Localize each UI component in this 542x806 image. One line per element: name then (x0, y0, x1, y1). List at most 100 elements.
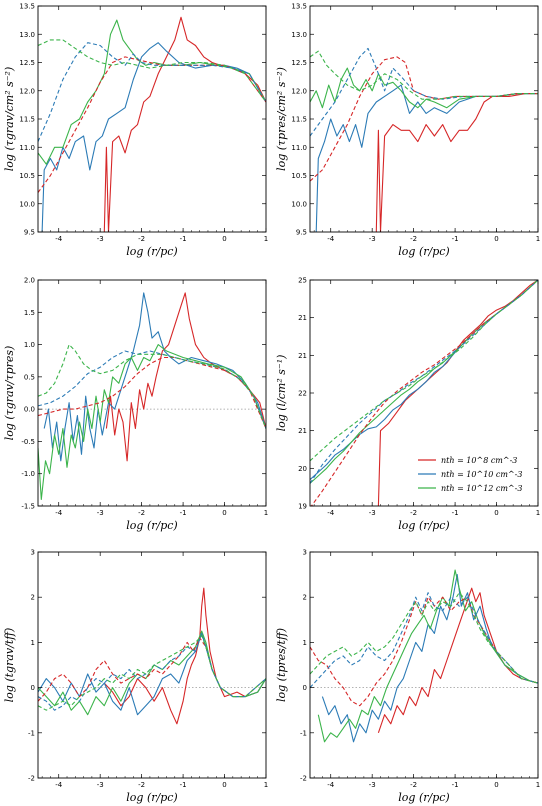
x-tick-label: -2 (138, 509, 145, 517)
series-line-green-solid (310, 280, 538, 484)
y-tick-label: 11.5 (19, 116, 35, 124)
x-tick-label: -4 (55, 509, 63, 517)
y-tick-label: -1.5 (21, 503, 35, 511)
panel-3: -4 -3 -2 -1 0 1 -1.5 -1.0 -0.5 0.0 0.5 1.0 1.5 2.0 log… (3, 277, 268, 533)
series-line-red-dashed (310, 280, 538, 506)
plot-frame (309, 551, 539, 779)
y-tick-label: 19 (298, 503, 307, 511)
x-tick-label: -1 (180, 781, 187, 789)
y-tick-label: 21 (298, 427, 307, 435)
y-tick-label: 11.5 (291, 116, 307, 124)
y-tick-label: 2 (303, 594, 307, 602)
x-axis-label: log (r/pc) (398, 519, 449, 532)
legend: nth = 10^8 cm^-3 nth = 10^10 cm^-3 nth = 1… (418, 456, 522, 493)
y-tick-label: -0.5 (21, 438, 35, 446)
series-line-blue-solid (321, 574, 538, 743)
legend-label: nth = 10^8 cm^-3 (441, 456, 517, 465)
series-line-blue-solid (315, 84, 538, 232)
x-tick-label: -1 (452, 235, 459, 243)
x-tick-label: 0 (222, 781, 226, 789)
series-line-red-solid (375, 93, 538, 232)
y-axis-label: log (l/cm² s⁻¹) (275, 355, 288, 432)
y-tick-label: -1 (300, 729, 307, 737)
series-line-green-solid (310, 67, 538, 109)
y-tick-label: 3 (31, 549, 35, 557)
series-line-green-dashed (310, 50, 538, 100)
y-tick-label: 9.5 (296, 229, 307, 237)
series-line-blue-solid (38, 632, 266, 716)
y-tick-label: 0 (303, 684, 307, 692)
series-line-green-solid (317, 569, 538, 743)
panel-6: -4 -3 -2 -1 0 1 -2 -1 0 1 2 3 log (r/pc) log (tpres/t… (275, 549, 540, 805)
y-axis-label: log (τgrav/cm² s⁻²) (3, 67, 16, 171)
y-tick-label: 3 (303, 549, 307, 557)
y-tick-label: -2 (28, 775, 35, 783)
x-axis-label: log (r/pc) (126, 519, 177, 532)
x-tick-label: -1 (180, 509, 187, 517)
x-tick-label: -2 (410, 781, 417, 789)
x-tick-label: -3 (369, 235, 376, 243)
y-tick-label: 22 (298, 390, 307, 398)
series-line-blue-dashed (38, 42, 266, 142)
y-tick-label: 20 (298, 465, 307, 473)
y-tick-label: 25 (298, 277, 307, 285)
x-tick-label: -2 (410, 235, 417, 243)
x-tick-label: 1 (264, 235, 268, 243)
x-tick-label: -4 (327, 781, 335, 789)
y-tick-label: 12.0 (291, 87, 307, 95)
x-tick-label: 0 (222, 509, 226, 517)
series-line-red-dashed (38, 637, 266, 702)
series-line-blue-dashed (310, 592, 538, 688)
series-line-blue-solid (41, 42, 266, 232)
x-tick-label: -4 (327, 235, 335, 243)
y-tick-label: 0 (31, 684, 35, 692)
series-line-blue-dashed (310, 47, 538, 137)
x-axis-label: log (r/pc) (126, 791, 177, 804)
x-axis-label: log (r/pc) (398, 245, 449, 258)
x-tick-label: 1 (264, 781, 268, 789)
x-tick-label: -4 (55, 235, 63, 243)
x-tick-label: -3 (369, 781, 376, 789)
x-tick-label: -4 (55, 781, 63, 789)
plot-frame (37, 279, 267, 507)
x-axis-label: log (r/pc) (126, 245, 177, 258)
series-line-blue-dashed (310, 280, 538, 484)
x-tick-label: -2 (410, 509, 417, 517)
series-line-red-solid (103, 587, 266, 725)
y-tick-label: 11.0 (19, 144, 35, 152)
y-tick-label: 12.5 (291, 59, 307, 67)
series-line-green-dashed (38, 344, 266, 429)
x-tick-label: -3 (369, 509, 376, 517)
series-line-green-dashed (38, 39, 266, 103)
y-tick-label: 1 (31, 639, 35, 647)
y-tick-label: -1 (28, 729, 35, 737)
y-tick-label: -1.0 (21, 470, 35, 478)
series-line-red-solid (105, 292, 266, 462)
plot-frame (37, 5, 267, 233)
y-tick-label: 1.5 (24, 309, 35, 317)
x-tick-label: 1 (536, 235, 540, 243)
series-line-green-solid (38, 19, 266, 165)
series-line-green-dashed (310, 592, 538, 684)
y-tick-label: 21 (298, 314, 307, 322)
y-axis-label: log (τgrav/τpres) (3, 346, 16, 441)
series-line-red-dashed (310, 596, 538, 707)
x-axis-label: log (r/pc) (398, 791, 449, 804)
x-tick-label: -2 (138, 781, 145, 789)
x-tick-label: -1 (452, 781, 459, 789)
x-tick-label: -3 (97, 509, 104, 517)
series-line-green-dashed (310, 280, 538, 462)
series-line-green-solid (38, 344, 266, 501)
series-line-red-solid (103, 16, 266, 232)
y-tick-label: 13.5 (291, 3, 307, 11)
y-tick-label: 13.0 (291, 31, 307, 39)
legend-label: nth = 10^10 cm^-3 (441, 470, 522, 479)
legend-label: nth = 10^12 cm^-3 (441, 484, 522, 493)
y-tick-label: 12.0 (19, 87, 35, 95)
x-tick-label: 1 (264, 509, 268, 517)
y-tick-label: 1 (303, 639, 307, 647)
x-tick-label: 0 (222, 235, 226, 243)
x-tick-label: 0 (494, 781, 498, 789)
y-tick-label: 2.0 (24, 277, 35, 285)
y-tick-label: 0.0 (24, 406, 35, 414)
